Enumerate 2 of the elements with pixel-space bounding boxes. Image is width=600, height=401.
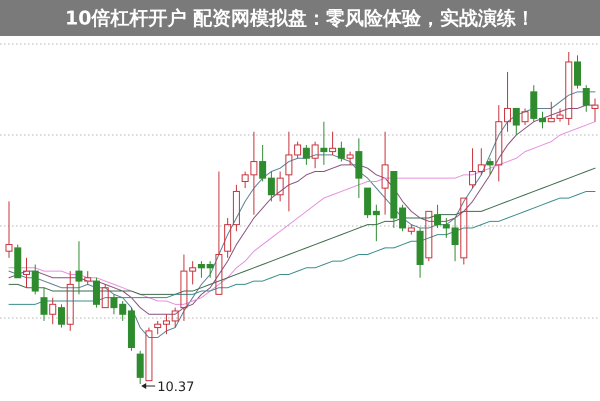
- chart-title: 10倍杠杆开户 配资网模拟盘：零风险体验，实战演练！: [64, 8, 536, 30]
- annotation: 10.37: [157, 380, 194, 395]
